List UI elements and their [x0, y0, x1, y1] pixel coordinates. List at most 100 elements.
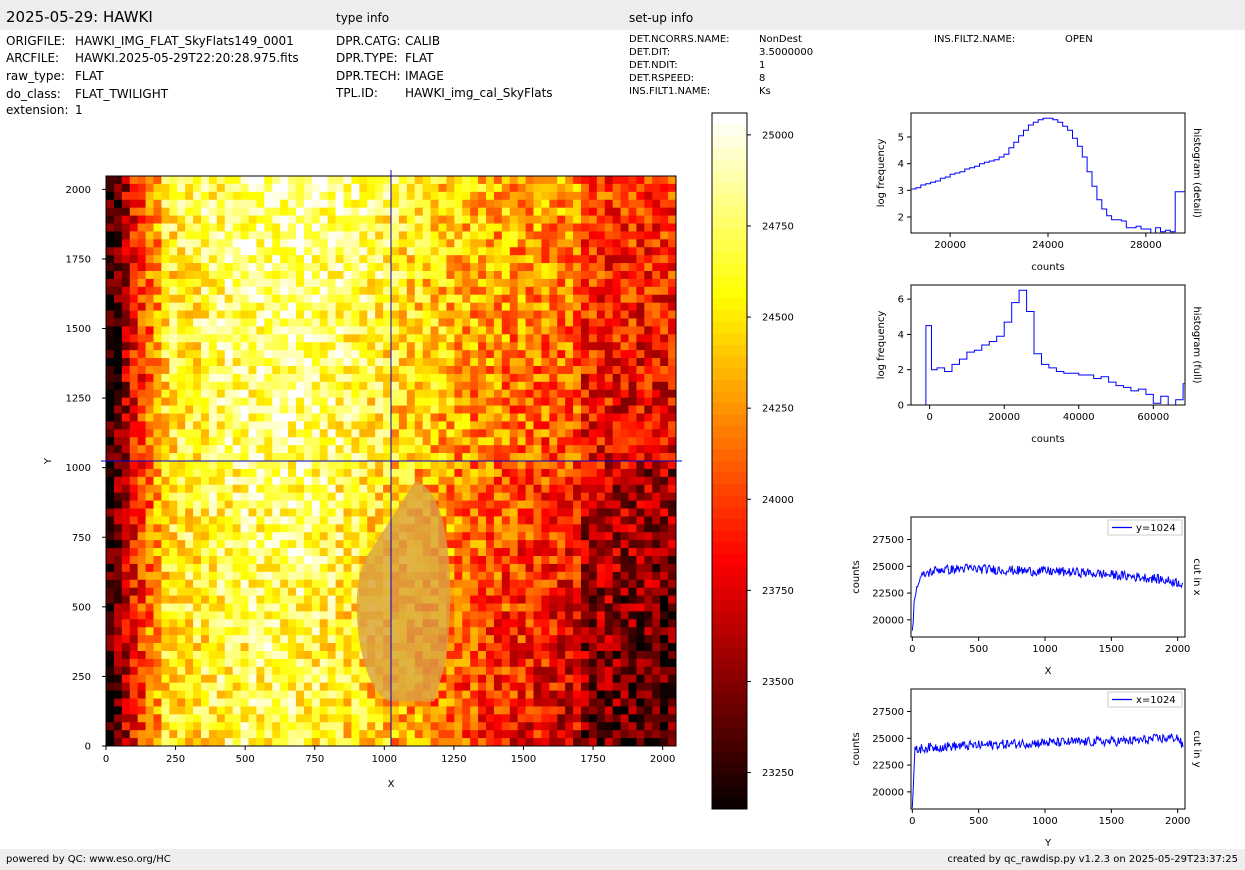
image-pixel: [169, 223, 178, 232]
image-pixel: [660, 453, 669, 462]
image-pixel: [311, 255, 321, 264]
image-pixel: [470, 373, 479, 383]
image-pixel: [588, 453, 598, 462]
image-pixel: [343, 508, 352, 517]
image-pixel: [644, 508, 653, 517]
image-pixel: [478, 492, 487, 501]
image-pixel: [493, 674, 503, 684]
image-pixel: [557, 239, 566, 248]
image-pixel: [509, 350, 519, 359]
image-pixel: [272, 643, 281, 652]
image-pixel: [137, 366, 146, 375]
image-pixel: [240, 492, 249, 501]
image-pixel: [430, 223, 439, 232]
image-pixel: [129, 445, 139, 454]
image-pixel: [343, 223, 352, 232]
image-pixel: [224, 461, 234, 470]
image-pixel: [193, 476, 202, 486]
image-pixel: [224, 619, 234, 628]
image-pixel: [351, 508, 360, 517]
image-pixel: [414, 350, 424, 359]
image-pixel: [406, 405, 416, 414]
image-pixel: [454, 579, 463, 589]
image-pixel: [327, 318, 336, 327]
image-pixel: [311, 389, 321, 399]
image-pixel: [604, 516, 614, 525]
image-pixel: [319, 373, 329, 383]
image-pixel: [185, 682, 194, 691]
image-pixel: [319, 453, 329, 462]
image-pixel: [185, 358, 194, 367]
type-info-value-tpl: HAWKI_img_cal_SkyFlats: [405, 86, 553, 100]
image-pixel: [509, 176, 519, 185]
image-pixel: [129, 286, 139, 296]
footer-band: [0, 849, 1245, 870]
image-pixel: [612, 334, 621, 343]
image-pixel: [240, 682, 249, 691]
image-pixel: [493, 326, 503, 335]
image-pixel: [644, 278, 653, 288]
image-pixel: [153, 635, 162, 644]
image-pixel: [470, 666, 479, 676]
image-pixel: [264, 619, 273, 628]
image-pixel: [201, 199, 210, 209]
image-pixel: [145, 595, 154, 604]
image-pixel: [517, 674, 526, 684]
image-pixel: [240, 698, 249, 707]
image-pixel: [549, 421, 558, 430]
image-pixel: [501, 484, 511, 494]
image-pixel: [470, 698, 479, 707]
image-pixel: [193, 373, 202, 383]
image-pixel: [478, 437, 487, 446]
image-pixel: [652, 556, 661, 565]
image-pixel: [660, 215, 669, 224]
image-pixel: [644, 286, 653, 296]
image-pixel: [501, 524, 511, 533]
image-pixel: [446, 524, 455, 533]
image-pixel: [216, 706, 226, 715]
image-pixel: [359, 183, 368, 193]
image-pixel: [319, 468, 329, 478]
image-pixel: [232, 373, 241, 383]
image-pixel: [446, 176, 455, 185]
image-pixel: [581, 651, 590, 660]
image-pixel: [106, 643, 115, 652]
image-pixel: [106, 532, 115, 541]
image-pixel: [478, 326, 487, 335]
image-pixel: [462, 658, 471, 668]
image-pixel: [137, 318, 146, 327]
image-pixel: [272, 651, 281, 660]
image-pixel: [462, 484, 471, 494]
image-pixel: [216, 476, 226, 486]
image-pixel: [240, 643, 249, 652]
image-pixel: [588, 690, 598, 699]
image-pixel: [335, 453, 344, 462]
image-pixel: [280, 595, 289, 604]
image-pixel: [319, 366, 329, 375]
image-pixel: [383, 215, 392, 224]
image-pixel: [470, 302, 479, 311]
image-pixel: [224, 484, 234, 494]
image-pixel: [486, 524, 495, 533]
image-pixel: [240, 334, 249, 343]
image-pixel: [517, 255, 526, 264]
image-pixel: [493, 611, 503, 620]
image-pixel: [462, 413, 471, 422]
image-pixel: [311, 183, 321, 193]
image-pixel: [486, 239, 495, 248]
image-pixel: [367, 461, 376, 470]
image-pixel: [296, 595, 305, 604]
image-pixel: [446, 571, 455, 581]
image-pixel: [660, 658, 669, 668]
image-pixel: [343, 682, 352, 691]
image-pixel: [137, 413, 146, 422]
image-pixel: [367, 373, 376, 383]
image-pixel: [604, 350, 614, 359]
image-pixel: [351, 445, 360, 454]
image-pixel: [351, 397, 360, 406]
image-pixel: [272, 516, 281, 525]
image-pixel: [240, 635, 249, 644]
image-pixel: [604, 595, 614, 604]
image-pixel: [628, 674, 637, 684]
image-pixel: [153, 571, 162, 581]
